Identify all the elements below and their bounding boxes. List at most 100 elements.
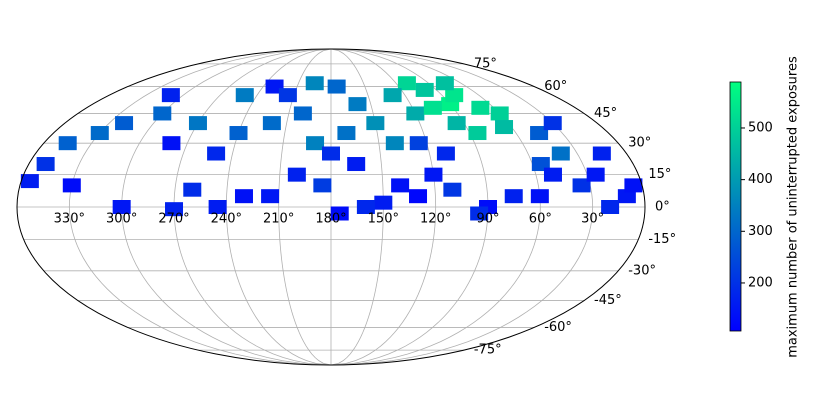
sky-patch bbox=[543, 116, 562, 131]
colorbar-tick-label: 200 bbox=[748, 275, 773, 290]
grid-line bbox=[278, 48, 332, 366]
sky-patch bbox=[551, 146, 570, 161]
sky-patch bbox=[207, 146, 226, 161]
sky-patch bbox=[327, 79, 346, 94]
sky-patch bbox=[235, 88, 254, 103]
y-tick-label: 60° bbox=[544, 79, 567, 94]
sky-patch bbox=[356, 200, 375, 214]
sky-patch bbox=[58, 136, 77, 151]
sky-patch bbox=[435, 76, 454, 91]
sky-patch bbox=[348, 97, 367, 112]
y-tick-label: -60° bbox=[544, 320, 572, 335]
colorbar bbox=[729, 81, 742, 332]
sky-patch bbox=[287, 167, 306, 182]
sky-patch bbox=[397, 76, 416, 91]
sky-patch bbox=[306, 136, 325, 151]
sky-patch bbox=[313, 178, 332, 193]
y-tick-label: 15° bbox=[648, 167, 671, 182]
sky-patch bbox=[592, 146, 611, 161]
sky-patch bbox=[261, 189, 280, 204]
sky-patch bbox=[424, 167, 443, 182]
sky-patch bbox=[36, 157, 55, 172]
sky-patch bbox=[531, 157, 550, 172]
sky-patch bbox=[383, 88, 402, 103]
sky-patch bbox=[447, 116, 466, 131]
x-tick-label: 120° bbox=[420, 212, 451, 227]
sky-patch bbox=[406, 106, 425, 121]
sky-patch bbox=[572, 178, 591, 193]
sky-patch bbox=[293, 106, 312, 121]
x-tick-label: 210° bbox=[263, 212, 294, 227]
sky-patch bbox=[436, 146, 455, 161]
sky-patch bbox=[208, 200, 227, 214]
sky-patch bbox=[322, 146, 340, 161]
sky-patch bbox=[543, 167, 562, 182]
sky-patch bbox=[385, 136, 404, 151]
sky-patch bbox=[374, 195, 393, 210]
x-tick-label: 30° bbox=[581, 212, 604, 227]
x-tick-label: 270° bbox=[158, 212, 189, 227]
sky-patch bbox=[305, 76, 324, 91]
sky-patch bbox=[112, 200, 131, 214]
sky-patch bbox=[337, 126, 356, 141]
y-tick-label: 0° bbox=[655, 200, 670, 215]
colorbar-tick-label: 400 bbox=[748, 172, 773, 187]
sky-patch bbox=[262, 116, 281, 131]
map-outline bbox=[16, 48, 646, 366]
sky-patch bbox=[586, 167, 605, 182]
sky-patch bbox=[490, 106, 509, 121]
sky-patch bbox=[234, 189, 253, 204]
sky-patch bbox=[153, 106, 172, 121]
grid-line bbox=[330, 48, 594, 366]
sky-patch bbox=[391, 178, 410, 193]
sky-patch bbox=[409, 136, 428, 151]
sky-patch bbox=[165, 202, 184, 217]
y-tick-label: -30° bbox=[628, 263, 656, 278]
y-tick-label: -75° bbox=[474, 343, 502, 358]
sky-patch bbox=[530, 189, 549, 204]
y-tick-label: 30° bbox=[628, 136, 651, 151]
colorbar-tick-label: 500 bbox=[748, 120, 773, 135]
sky-patch bbox=[504, 189, 523, 204]
x-tick-label: 330° bbox=[54, 212, 85, 227]
sky-patch bbox=[530, 126, 549, 141]
sky-patch bbox=[20, 174, 39, 189]
sky-patch bbox=[183, 182, 202, 197]
sky-patch bbox=[188, 116, 207, 131]
x-tick-label: 150° bbox=[368, 212, 399, 227]
sky-patch bbox=[366, 116, 385, 131]
sky-patch bbox=[229, 126, 248, 141]
sky-patch bbox=[162, 136, 181, 151]
sky-patch bbox=[617, 189, 636, 204]
sky-patch bbox=[495, 120, 514, 135]
x-tick-label: 60° bbox=[529, 212, 552, 227]
sky-patch bbox=[115, 116, 134, 131]
grid-line bbox=[330, 48, 541, 366]
x-tick-label: 180° bbox=[315, 212, 346, 227]
sky-patch bbox=[624, 178, 643, 193]
sky-patch bbox=[62, 178, 81, 193]
sky-patch bbox=[601, 200, 620, 214]
sky-patch bbox=[330, 206, 349, 221]
sky-patch bbox=[470, 206, 489, 221]
sky-patch bbox=[278, 88, 297, 103]
x-tick-label: 90° bbox=[476, 212, 499, 227]
sky-patch bbox=[471, 100, 490, 115]
sky-patch bbox=[161, 88, 180, 103]
sky-patch bbox=[90, 126, 109, 141]
sky-patch bbox=[409, 189, 428, 204]
y-tick-label: 45° bbox=[594, 106, 617, 121]
sky-patch bbox=[347, 157, 366, 172]
sky-patch bbox=[423, 100, 442, 115]
sky-patch bbox=[415, 82, 434, 97]
x-tick-label: 240° bbox=[211, 212, 242, 227]
patches bbox=[20, 76, 643, 221]
sky-patch bbox=[468, 126, 487, 141]
colorbar-label: maximum number of uninterrupted exposure… bbox=[786, 56, 801, 358]
y-tick-label: -45° bbox=[594, 293, 622, 308]
grid-line bbox=[68, 48, 332, 366]
y-tick-label: -15° bbox=[648, 232, 676, 247]
colorbar-tick-label: 300 bbox=[748, 224, 773, 239]
sky-patch bbox=[445, 88, 464, 103]
